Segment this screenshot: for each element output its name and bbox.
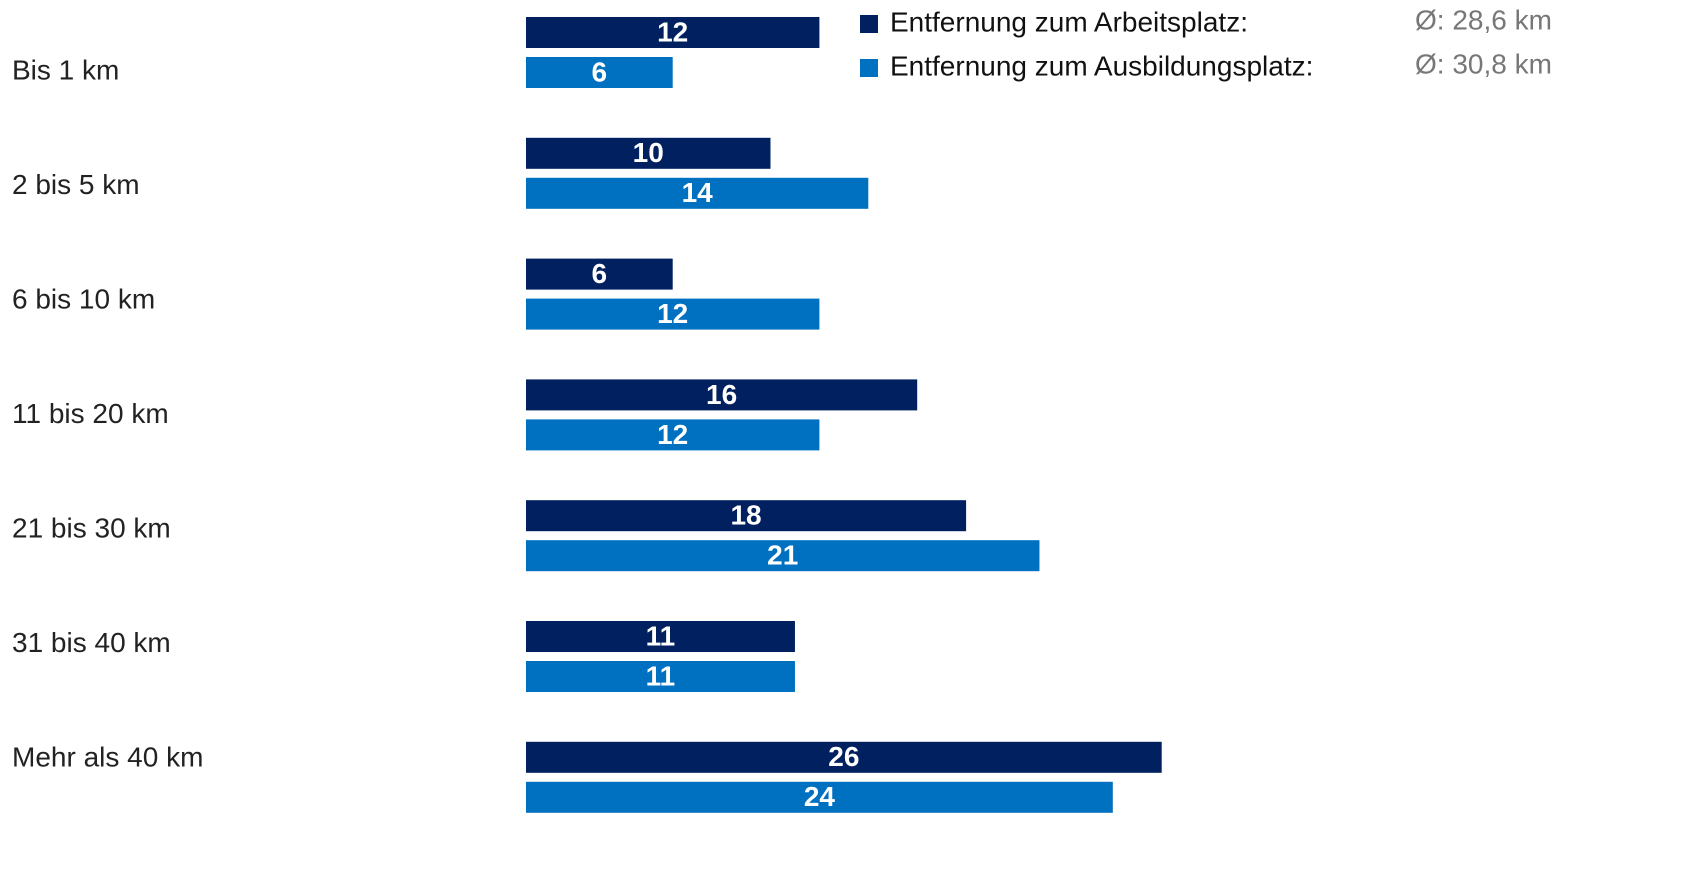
legend-label: Entfernung zum Ausbildungsplatz: <box>890 50 1313 81</box>
bar <box>526 781 1113 813</box>
bar <box>526 741 1162 773</box>
value-label: 18 <box>730 500 761 531</box>
value-label: 12 <box>657 298 688 329</box>
bar <box>526 258 673 290</box>
category-label: 11 bis 20 km <box>12 398 169 429</box>
value-label: 14 <box>682 177 714 208</box>
legend-label: Entfernung zum Arbeitsplatz: <box>890 6 1248 37</box>
category-label: 31 bis 40 km <box>12 627 171 658</box>
value-label: 6 <box>592 258 608 289</box>
bar <box>526 17 820 48</box>
legend-swatch <box>860 15 878 33</box>
value-label: 16 <box>706 379 737 410</box>
bar <box>526 379 918 411</box>
bar <box>526 57 673 88</box>
bar <box>526 298 820 330</box>
value-label: 11 <box>646 620 676 651</box>
value-label: 11 <box>646 660 676 691</box>
category-label: 2 bis 5 km <box>12 169 140 200</box>
bar <box>526 540 1040 572</box>
bar <box>526 621 795 652</box>
value-label: 26 <box>828 741 859 772</box>
bar <box>526 661 795 692</box>
bar <box>526 500 967 532</box>
average-label: Ø: 28,6 km <box>1415 4 1552 35</box>
category-label: 6 bis 10 km <box>12 283 155 314</box>
category-label: 21 bis 30 km <box>12 512 171 543</box>
value-label: 12 <box>657 16 688 47</box>
bar <box>526 419 820 451</box>
bar <box>526 177 869 209</box>
average-label: Ø: 30,8 km <box>1415 48 1552 79</box>
bar <box>526 137 771 169</box>
value-label: 10 <box>633 137 664 168</box>
legend-swatch <box>860 59 878 77</box>
value-label: 24 <box>804 781 836 812</box>
value-label: 21 <box>767 540 798 571</box>
value-label: 6 <box>592 56 608 87</box>
value-label: 12 <box>657 419 688 450</box>
category-label: Bis 1 km <box>12 54 119 85</box>
category-label: Mehr als 40 km <box>12 741 203 772</box>
